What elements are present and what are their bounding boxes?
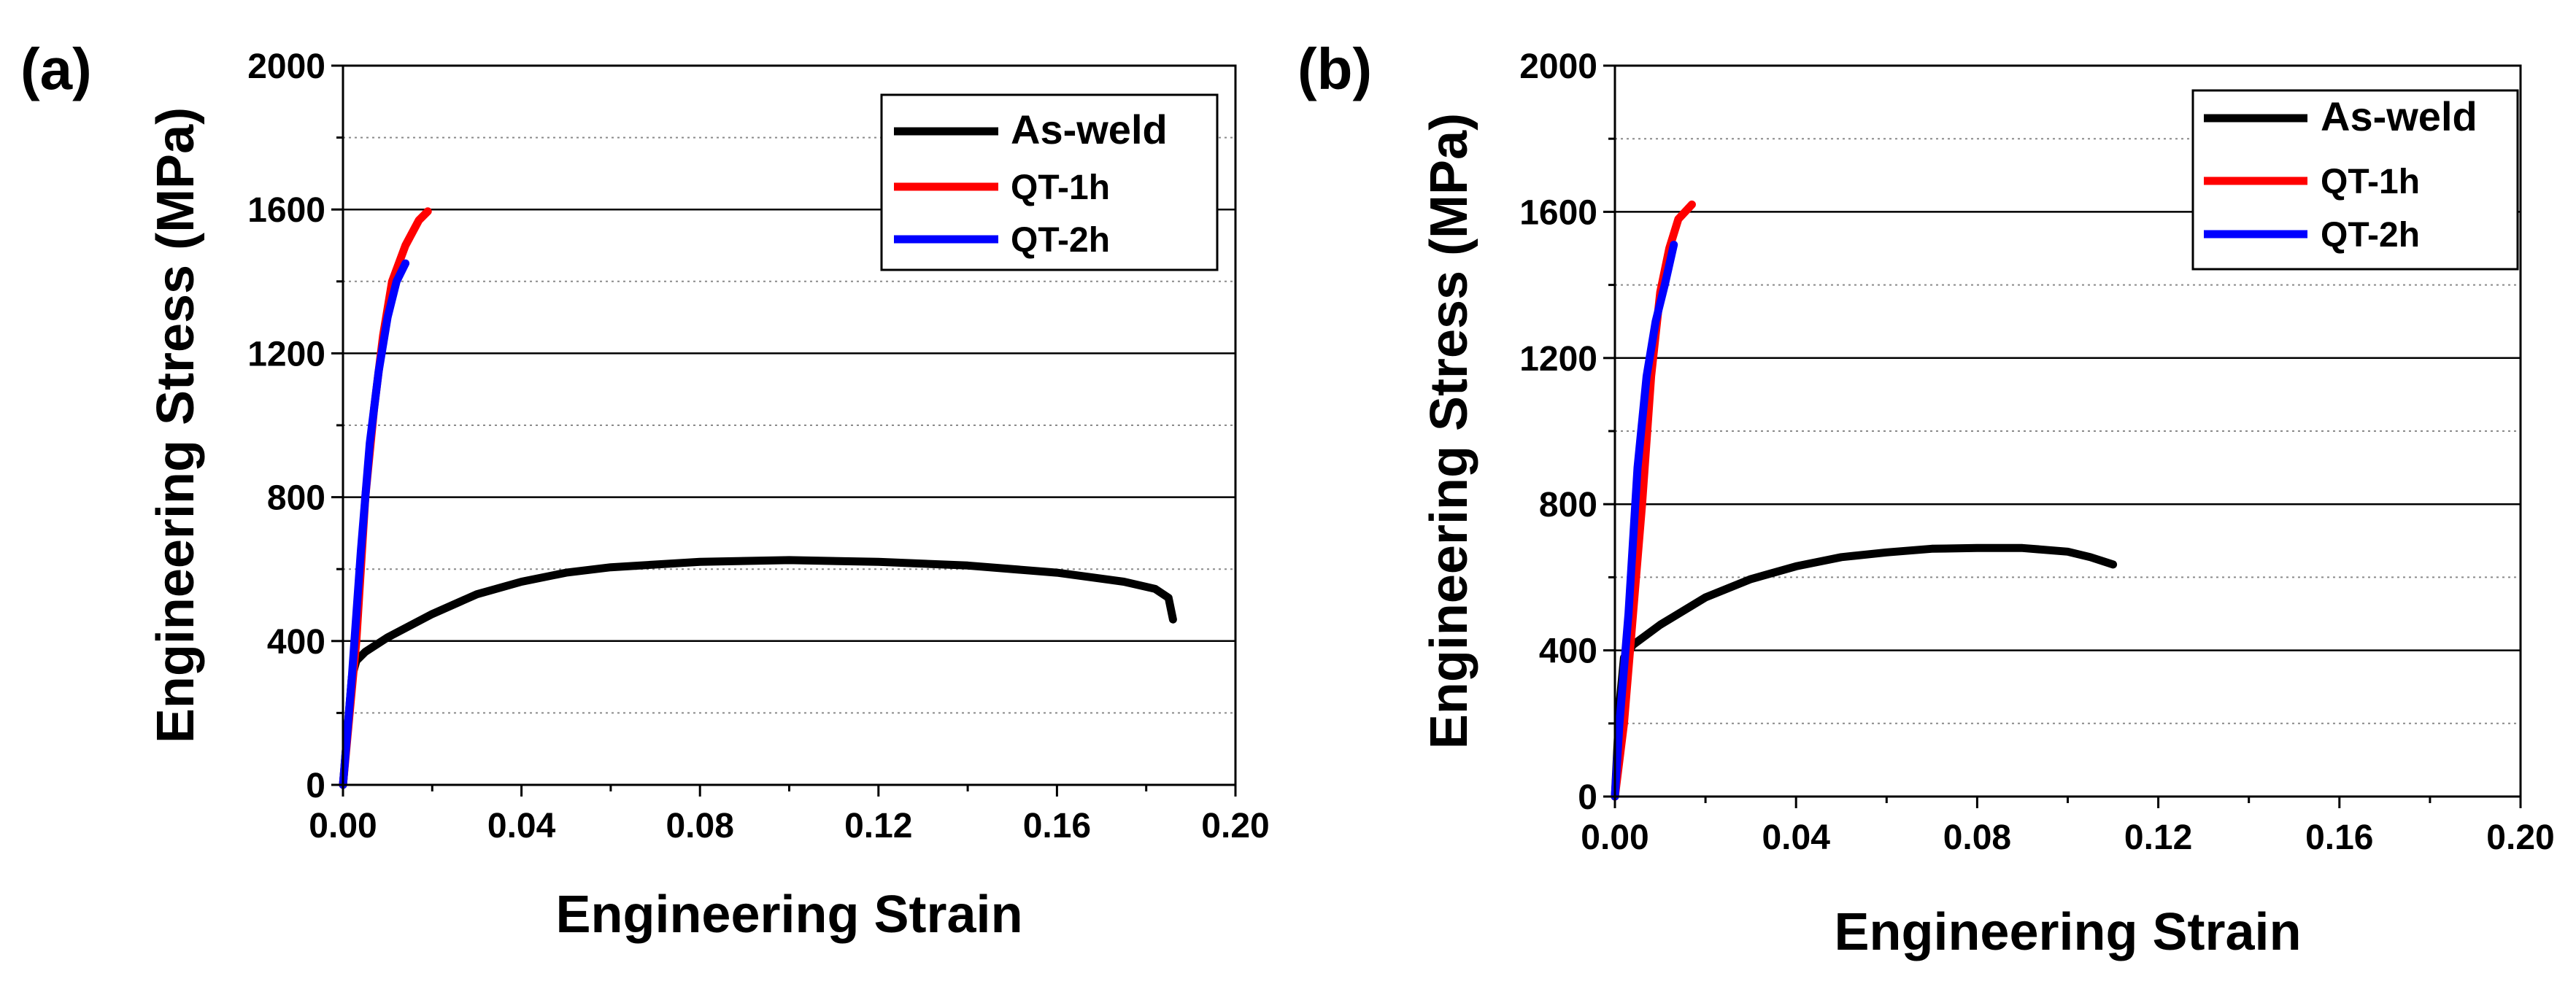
legend-label: QT-2h	[2321, 216, 2420, 255]
x-axis-title: Engineering Strain	[1834, 903, 2301, 961]
x-axis-title: Engineering Strain	[555, 886, 1022, 944]
x-tick-label: 0.04	[1762, 818, 1830, 857]
legend: As-weld QT-1h QT-2h	[880, 93, 1219, 271]
series-line-as-weld	[1611, 543, 2118, 801]
y-tick-label: 2000	[247, 47, 325, 86]
y-tick-label: 800	[267, 479, 325, 518]
panel-label: (b)	[1297, 36, 1372, 101]
x-tick-label: 0.12	[2124, 818, 2192, 857]
legend-label: QT-2h	[1011, 221, 1110, 260]
x-tick-label: 0.20	[2486, 818, 2554, 857]
y-tick-label: 1200	[1519, 340, 1597, 379]
x-tick-label: 0.04	[487, 807, 556, 845]
y-tick-label: 0	[306, 767, 325, 805]
y-tick-label: 800	[1539, 486, 1597, 524]
legend: As-weld QT-1h QT-2h	[2191, 89, 2519, 271]
x-tick-label: 0.20	[1201, 807, 1269, 845]
x-tick-label: 0.16	[1023, 807, 1091, 845]
x-tick-label: 0.12	[844, 807, 912, 845]
series-line-as-weld	[339, 556, 1177, 789]
y-tick-label: 1600	[1519, 193, 1597, 232]
series-line-qt-2h	[339, 259, 410, 789]
panel-a: 0 400 800 1200 1600 2000 0.00 0.04 0.08 0.12 0.16 0…	[20, 36, 1270, 944]
y-axis-title: Engineering Stress (MPa)	[1420, 113, 1478, 749]
panel-b: 0 400 800 1200 1600 2000 0.00 0.04 0.08 0.12 0.16 0…	[1297, 36, 2555, 961]
x-tick-label: 0.08	[666, 807, 733, 845]
legend-label: QT-1h	[1011, 168, 1110, 207]
y-tick-label: 400	[1539, 632, 1597, 671]
y-tick-label: 1600	[247, 191, 325, 230]
x-tick-label: 0.00	[309, 807, 377, 845]
y-axis-title: Engineering Stress (MPa)	[147, 107, 205, 743]
series-line-qt-1h	[1611, 200, 1696, 801]
y-tick-label: 2000	[1519, 47, 1597, 86]
legend-label: QT-1h	[2321, 163, 2420, 201]
y-tick-label: 1200	[247, 335, 325, 373]
y-tick-label: 400	[267, 623, 325, 662]
series-line-qt-2h	[1611, 241, 1678, 801]
panel-label: (a)	[20, 36, 92, 101]
x-tick-label: 0.08	[1943, 818, 2011, 857]
x-tick-label: 0.16	[2305, 818, 2373, 857]
legend-label: As-weld	[2321, 93, 2477, 139]
legend-label: As-weld	[1011, 106, 1168, 152]
x-tick-label: 0.00	[1581, 818, 1648, 857]
y-tick-label: 0	[1578, 778, 1597, 817]
